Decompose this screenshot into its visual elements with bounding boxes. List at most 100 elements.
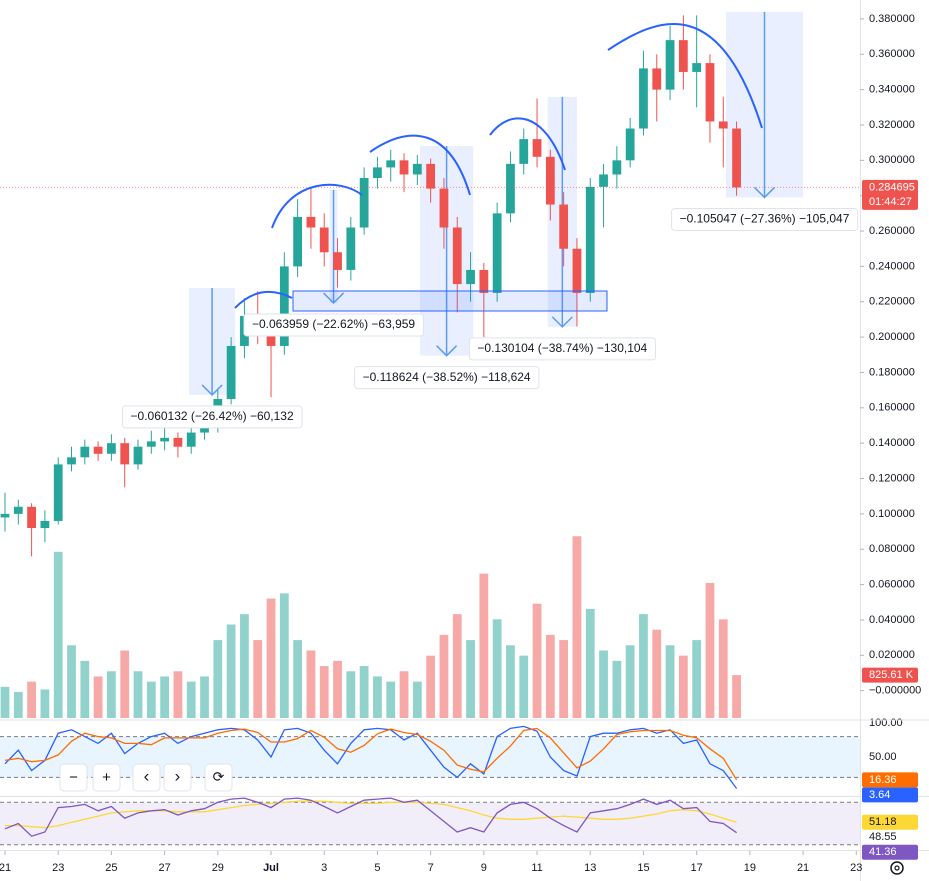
axis-value-label: 41.36 <box>869 846 897 858</box>
candle-body <box>492 213 502 293</box>
settings-button[interactable] <box>890 861 904 875</box>
candle-body <box>399 160 409 175</box>
y-tick-label: 0.380000 <box>869 13 915 25</box>
y-tick-label: 0.160000 <box>869 402 915 414</box>
y-tick-label: 0.180000 <box>869 366 915 378</box>
arc-drawing <box>271 183 363 229</box>
volume-bar <box>572 536 582 718</box>
volume-bar <box>240 614 249 718</box>
volume-bar <box>0 686 10 718</box>
volume-bar <box>506 645 515 718</box>
zoom-out-button[interactable]: − <box>59 763 88 792</box>
y-tick-label: 0.040000 <box>869 614 915 626</box>
y-tick-label: 0.140000 <box>869 437 915 449</box>
x-tick-label: 5 <box>374 862 380 874</box>
measure-label-box <box>243 313 424 337</box>
x-tick-label: 19 <box>744 862 756 874</box>
candle-body <box>652 68 662 90</box>
candle-body <box>612 160 622 175</box>
x-tick-label: Jul <box>263 862 279 874</box>
arc-drawing <box>234 291 293 309</box>
candle-body <box>466 269 475 285</box>
volume-bar <box>532 603 542 718</box>
measure-arrowhead <box>753 186 776 199</box>
button-icon[interactable]: › <box>175 766 181 785</box>
measure-label-box <box>122 405 303 429</box>
zoom-in-button[interactable]: + <box>92 763 121 792</box>
volume-bar <box>279 593 289 718</box>
candle-body <box>266 328 276 346</box>
y-tick-label: 50.00 <box>869 751 897 763</box>
x-tick-label: 25 <box>105 862 117 874</box>
button-icon[interactable]: − <box>69 769 78 786</box>
candle-body <box>160 437 170 442</box>
indicator-line <box>4 727 738 781</box>
volume-bar <box>439 634 449 718</box>
volume-bar <box>346 671 356 718</box>
y-tick-label: 0.320000 <box>869 119 915 131</box>
candle-body <box>53 464 63 521</box>
y-tick-label: 0.080000 <box>869 543 915 555</box>
arc-drawing <box>607 23 763 129</box>
candle-body <box>346 227 356 270</box>
volume-bar <box>466 640 475 718</box>
y-tick-label: 0.200000 <box>869 331 915 343</box>
volume-bar <box>665 645 675 718</box>
axis-value-box <box>862 772 918 788</box>
measure-label-box <box>468 337 657 361</box>
axis-value-label: 825.61 K <box>869 669 914 681</box>
volume-bar <box>386 681 396 718</box>
volume-layer <box>0 536 741 718</box>
candle-body <box>333 252 342 270</box>
button-icon[interactable]: ⟳ <box>213 769 225 785</box>
y-tick-label: 0.240000 <box>869 260 915 272</box>
volume-bar <box>253 640 263 718</box>
reset-button[interactable]: ⟳ <box>204 763 233 792</box>
indicator-line <box>4 797 737 837</box>
candle-body <box>572 248 582 293</box>
candle-body <box>599 174 608 187</box>
volume-bar <box>492 619 502 718</box>
indicator-line <box>5 800 737 829</box>
axis-value-box <box>862 844 918 860</box>
volume-bar <box>452 614 462 718</box>
axis-value-box <box>862 787 918 803</box>
candle-body <box>439 188 449 228</box>
button-icon[interactable]: + <box>102 769 111 786</box>
scroll-right-button[interactable]: › <box>163 763 192 792</box>
candle-body <box>705 63 715 122</box>
y-tick-label: 0.100000 <box>869 508 915 520</box>
drawings <box>234 23 763 312</box>
candle-body <box>585 186 595 293</box>
x-tick-label: 23 <box>52 862 64 874</box>
candle-body <box>559 204 569 249</box>
candle-body <box>692 63 702 72</box>
measure-label: −0.130104 (−38.74%) −130,104 <box>477 341 647 355</box>
scroll-left-button[interactable]: ‹ <box>132 763 161 792</box>
candle-body <box>40 520 50 529</box>
candle-body <box>279 266 289 346</box>
x-tick-label: 29 <box>212 862 224 874</box>
x-tick-label: 17 <box>691 862 703 874</box>
candle-body <box>426 163 436 189</box>
candle-body <box>532 139 542 157</box>
candle-body <box>718 121 728 129</box>
countdown-label: 01:44:27 <box>869 196 912 208</box>
volume-bar <box>545 634 555 718</box>
measure-arrowhead <box>551 316 573 328</box>
volume-bar <box>426 655 436 718</box>
x-tick-label: 21 <box>797 862 809 874</box>
range-rectangle <box>292 290 608 312</box>
volume-bar <box>213 640 223 718</box>
button-icon[interactable]: ‹ <box>144 766 150 785</box>
candle-body <box>519 139 529 164</box>
measure-label: −0.118624 (−38.52%) −118,624 <box>363 370 531 384</box>
axis-value-label: 16.36 <box>869 774 897 786</box>
candle-body <box>107 443 116 454</box>
volume-bar <box>639 614 648 718</box>
candle-body <box>625 128 635 161</box>
candle-body <box>80 446 90 458</box>
x-tick-label: 11 <box>531 862 542 874</box>
volume-bar <box>479 573 489 718</box>
